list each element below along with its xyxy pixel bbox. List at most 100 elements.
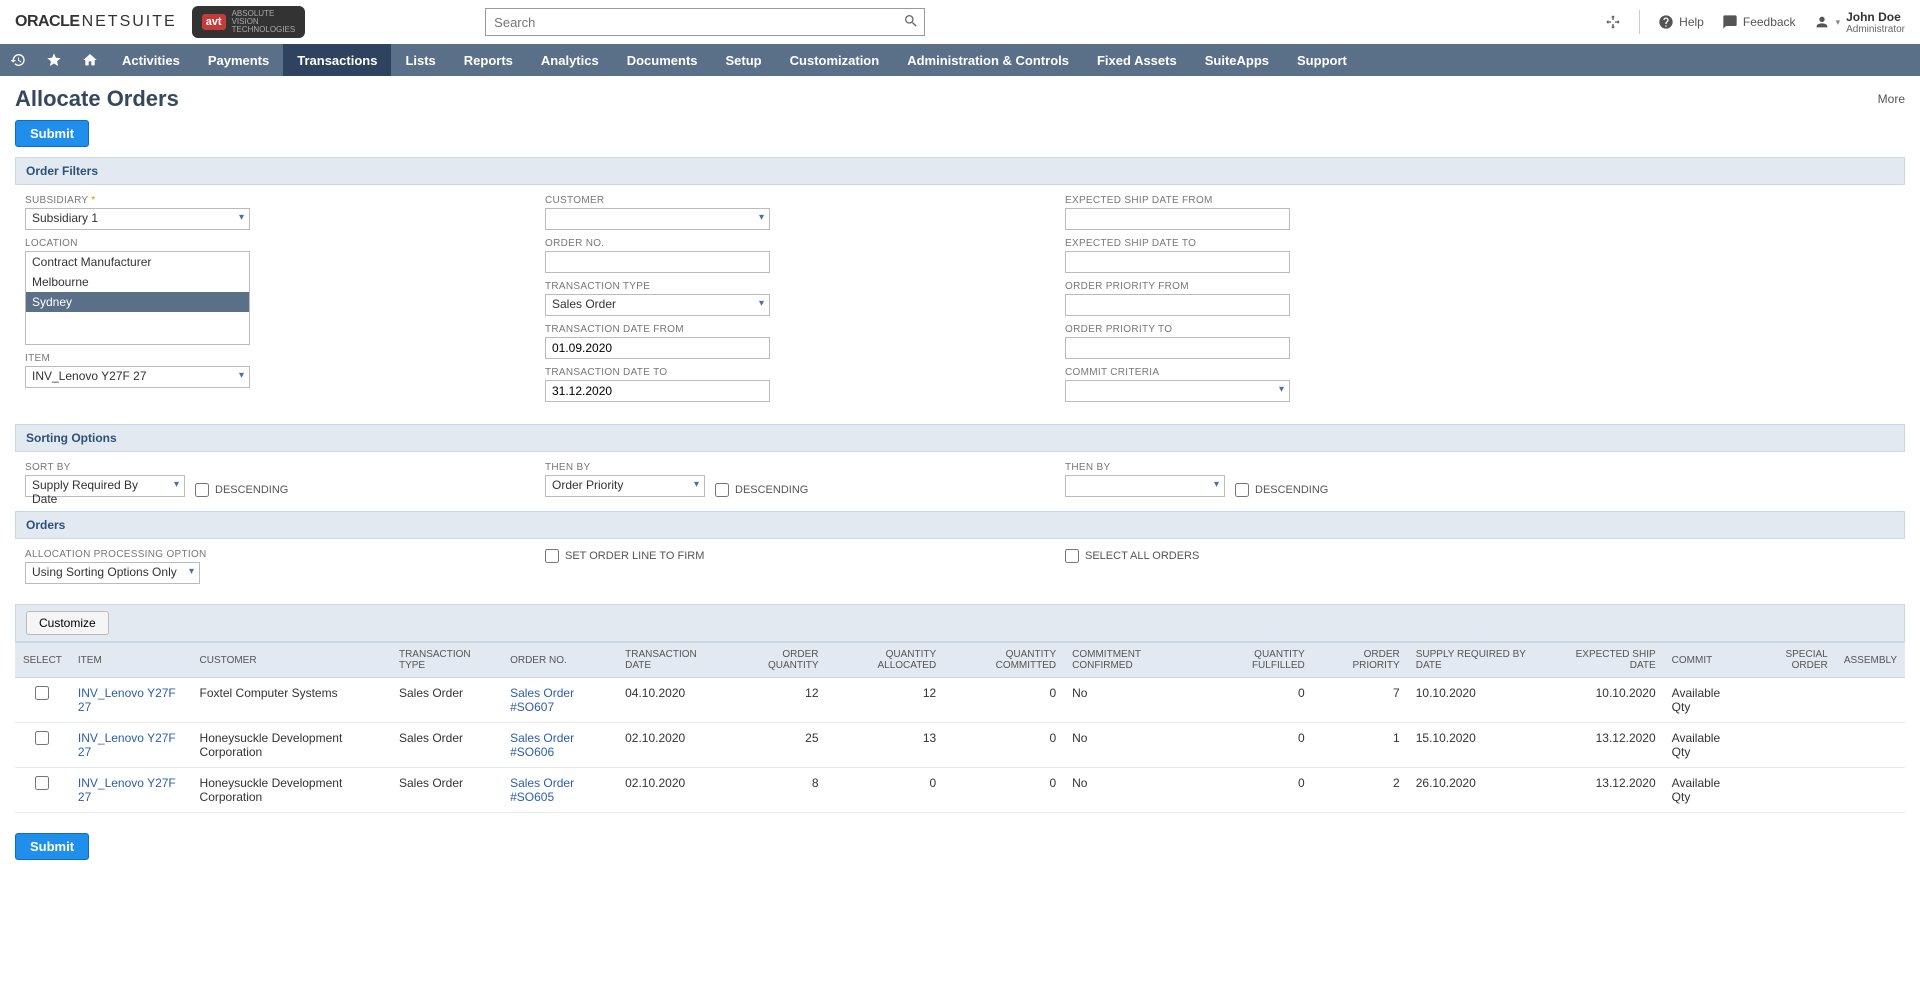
sortby-select[interactable]: Supply Required By Date	[25, 475, 185, 497]
nav-star-icon[interactable]	[36, 44, 72, 76]
row-orderno-link[interactable]: Sales Order #SO606	[510, 731, 574, 759]
row-qcomm: 0	[944, 723, 1064, 768]
help-label: Help	[1679, 15, 1704, 29]
submit-button-bottom[interactable]: Submit	[15, 833, 89, 860]
row-special	[1746, 723, 1836, 768]
subsidiary-label: SUBSIDIARY	[25, 195, 505, 206]
nav-item-administration-controls[interactable]: Administration & Controls	[893, 44, 1083, 76]
firm-checkbox[interactable]	[545, 549, 559, 563]
row-assembly	[1836, 678, 1905, 723]
col-assembly: ASSEMBLY	[1836, 643, 1905, 678]
col-oqty: ORDER QUANTITY	[728, 643, 826, 678]
firm-check[interactable]: SET ORDER LINE TO FIRM	[545, 549, 1025, 563]
row-oprio: 1	[1313, 723, 1408, 768]
col-cconf: COMMITMENT CONFIRMED	[1064, 643, 1200, 678]
nav-item-support[interactable]: Support	[1283, 44, 1361, 76]
trandate-from-input[interactable]	[545, 337, 770, 359]
feedback-link[interactable]: Feedback	[1722, 14, 1796, 30]
subsidiary-value: Subsidiary 1	[32, 211, 98, 225]
alloc-select[interactable]: Using Sorting Options Only	[25, 562, 200, 584]
row-orderno-link[interactable]: Sales Order #SO605	[510, 776, 574, 804]
descending1-checkbox[interactable]	[195, 483, 209, 497]
thenby1-select[interactable]: Order Priority	[545, 475, 705, 497]
nav-home-icon[interactable]	[72, 44, 108, 76]
location-option[interactable]: Melbourne	[26, 272, 249, 292]
avt-logo: avt ABSOLUTE VISION TECHNOLOGIES	[192, 6, 305, 38]
row-qfulf: 0	[1201, 768, 1313, 813]
submit-button-top[interactable]: Submit	[15, 120, 89, 147]
more-link[interactable]: More	[1878, 92, 1905, 106]
row-qcomm: 0	[944, 768, 1064, 813]
trantype-select[interactable]: Sales Order	[545, 294, 770, 316]
subsidiary-select[interactable]: Subsidiary 1	[25, 208, 250, 230]
priofrom-label: ORDER PRIORITY FROM	[1065, 281, 1545, 292]
row-item-link[interactable]: INV_Lenovo Y27F 27	[78, 776, 176, 804]
row-select-checkbox[interactable]	[35, 776, 49, 790]
descending3[interactable]: DESCENDING	[1235, 483, 1328, 497]
customize-bar: Customize	[15, 604, 1905, 642]
shipfrom-input[interactable]	[1065, 208, 1290, 230]
col-tdate: TRANSACTION DATE	[617, 643, 728, 678]
help-link[interactable]: Help	[1658, 14, 1704, 30]
thenby2-label: THEN BY	[1065, 462, 1225, 473]
row-expship: 10.10.2020	[1548, 678, 1664, 723]
row-orderno-link[interactable]: Sales Order #SO607	[510, 686, 574, 714]
nav-recent-icon[interactable]	[0, 44, 36, 76]
search-icon[interactable]	[903, 13, 919, 32]
col-orderno: ORDER NO.	[502, 643, 617, 678]
nav-item-reports[interactable]: Reports	[450, 44, 527, 76]
main-nav: ActivitiesPaymentsTransactionsListsRepor…	[0, 44, 1920, 76]
nav-item-payments[interactable]: Payments	[194, 44, 283, 76]
nav-item-transactions[interactable]: Transactions	[283, 44, 391, 76]
selectall-check[interactable]: SELECT ALL ORDERS	[1065, 549, 1545, 563]
nav-item-customization[interactable]: Customization	[776, 44, 894, 76]
customize-button[interactable]: Customize	[26, 611, 109, 635]
trandate-to-input[interactable]	[545, 380, 770, 402]
item-select[interactable]: INV_Lenovo Y27F 27	[25, 366, 250, 388]
col-ttype: TRANSACTION TYPE	[391, 643, 502, 678]
sortby-value: Supply Required By Date	[32, 478, 138, 506]
location-option[interactable]: Sydney	[26, 292, 249, 312]
shipto-input[interactable]	[1065, 251, 1290, 273]
role-switch-icon[interactable]	[1605, 14, 1621, 30]
priofrom-input[interactable]	[1065, 294, 1290, 316]
descending1[interactable]: DESCENDING	[195, 483, 288, 497]
col-qcomm: QUANTITY COMMITTED	[944, 643, 1064, 678]
nav-item-activities[interactable]: Activities	[108, 44, 194, 76]
search-input[interactable]	[485, 8, 925, 36]
trandate-to-label: TRANSACTION DATE TO	[545, 367, 1025, 378]
nav-item-setup[interactable]: Setup	[712, 44, 776, 76]
commit-label: COMMIT CRITERIA	[1065, 367, 1545, 378]
page-body: Allocate Orders More Submit Order Filter…	[0, 76, 1920, 900]
descending2[interactable]: DESCENDING	[715, 483, 808, 497]
row-select-checkbox[interactable]	[35, 731, 49, 745]
location-option[interactable]: Contract Manufacturer	[26, 252, 249, 272]
selectall-checkbox[interactable]	[1065, 549, 1079, 563]
row-item-link[interactable]: INV_Lenovo Y27F 27	[78, 686, 176, 714]
sortby-label: SORT BY	[25, 462, 185, 473]
nav-item-analytics[interactable]: Analytics	[527, 44, 613, 76]
row-ttype: Sales Order	[391, 678, 502, 723]
commit-select[interactable]	[1065, 380, 1290, 402]
row-oqty: 12	[728, 678, 826, 723]
nav-item-suiteapps[interactable]: SuiteApps	[1191, 44, 1283, 76]
descending2-checkbox[interactable]	[715, 483, 729, 497]
nav-item-lists[interactable]: Lists	[391, 44, 449, 76]
row-qcomm: 0	[944, 678, 1064, 723]
location-listbox[interactable]: Contract ManufacturerMelbourneSydney	[25, 251, 250, 345]
avt-badge: avt	[202, 14, 226, 30]
prioto-input[interactable]	[1065, 337, 1290, 359]
row-tdate: 04.10.2020	[617, 678, 728, 723]
nav-item-documents[interactable]: Documents	[613, 44, 712, 76]
nav-item-fixed-assets[interactable]: Fixed Assets	[1083, 44, 1191, 76]
trandate-from-label: TRANSACTION DATE FROM	[545, 324, 1025, 335]
user-icon	[1814, 14, 1830, 30]
row-item-link[interactable]: INV_Lenovo Y27F 27	[78, 731, 176, 759]
orderno-input[interactable]	[545, 251, 770, 273]
thenby2-select[interactable]	[1065, 475, 1225, 497]
customer-select[interactable]	[545, 208, 770, 230]
row-select-checkbox[interactable]	[35, 686, 49, 700]
row-customer: Honeysuckle Development Corporation	[192, 723, 391, 768]
user-menu[interactable]: ▾ John Doe Administrator	[1814, 10, 1905, 35]
descending3-checkbox[interactable]	[1235, 483, 1249, 497]
